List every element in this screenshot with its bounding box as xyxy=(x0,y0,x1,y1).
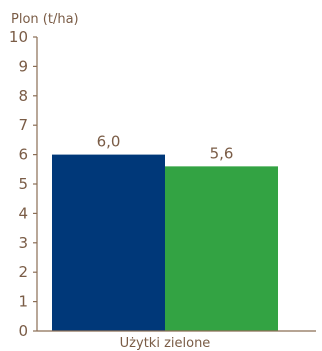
bar-series-2 xyxy=(165,166,278,331)
y-tick-label: 2 xyxy=(18,263,28,281)
y-tick-label: 4 xyxy=(18,204,28,222)
y-axis-unit-label: Plon (t/ha) xyxy=(11,12,79,27)
bar-value-label: 6,0 xyxy=(97,133,121,151)
y-tick-label: 1 xyxy=(18,293,28,311)
y-tick-label: 8 xyxy=(18,87,28,105)
y-tick-label: 3 xyxy=(18,234,28,252)
y-tick-label: 5 xyxy=(18,175,28,193)
x-category-label: Użytki zielone xyxy=(120,336,211,351)
bars xyxy=(52,154,278,331)
bar-value-label: 5,6 xyxy=(210,144,234,162)
x-axis: Użytki zielone xyxy=(37,330,316,351)
data-labels: 6,0 5,6 xyxy=(97,133,234,163)
bar-series-1 xyxy=(52,154,165,331)
y-tick-label: 6 xyxy=(18,146,28,164)
y-axis: 0 1 2 3 4 5 6 7 8 9 10 xyxy=(9,28,38,340)
y-tick-label: 7 xyxy=(18,116,28,134)
y-tick-label: 0 xyxy=(18,322,28,340)
y-tick-label: 9 xyxy=(18,57,28,75)
y-tick-label: 10 xyxy=(9,28,28,46)
